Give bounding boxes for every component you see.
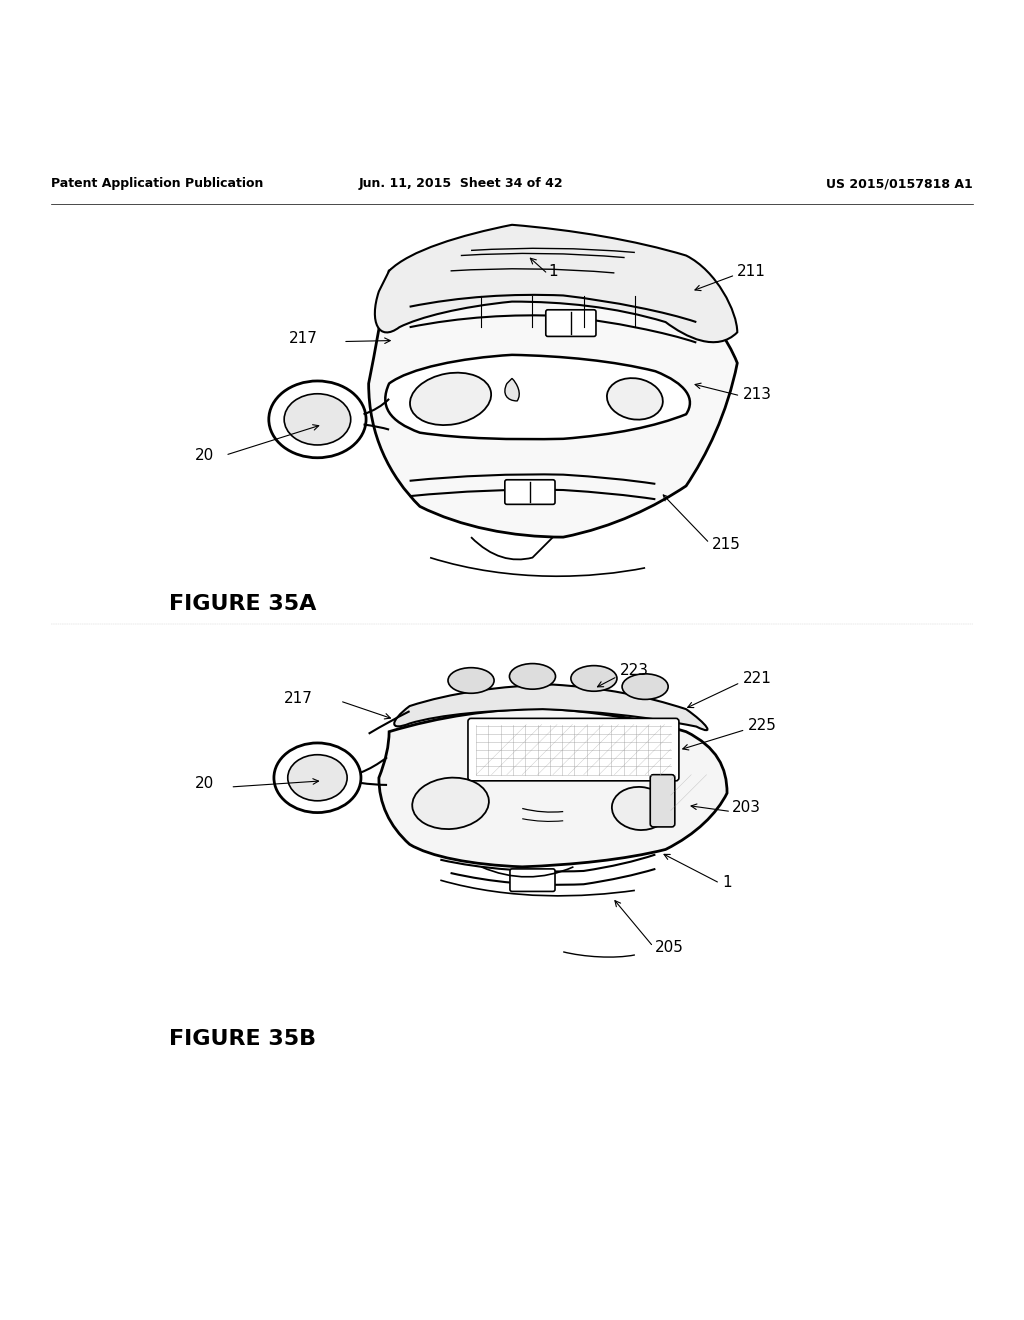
Ellipse shape [571, 665, 616, 692]
PathPatch shape [505, 379, 519, 401]
Text: 211: 211 [737, 264, 766, 279]
Text: 213: 213 [742, 387, 771, 401]
PathPatch shape [375, 224, 737, 342]
PathPatch shape [385, 355, 690, 440]
Text: 1: 1 [548, 264, 558, 279]
Text: 223: 223 [620, 664, 648, 678]
Text: 20: 20 [195, 776, 214, 791]
Text: 20: 20 [195, 449, 214, 463]
Ellipse shape [413, 777, 488, 829]
PathPatch shape [369, 238, 737, 537]
FancyBboxPatch shape [468, 718, 679, 781]
Text: 205: 205 [655, 940, 684, 954]
Ellipse shape [274, 743, 360, 813]
Ellipse shape [612, 787, 668, 830]
Ellipse shape [410, 372, 492, 425]
Text: Jun. 11, 2015  Sheet 34 of 42: Jun. 11, 2015 Sheet 34 of 42 [358, 177, 563, 190]
Text: 203: 203 [732, 800, 761, 814]
Text: FIGURE 35B: FIGURE 35B [169, 1028, 316, 1049]
Text: 221: 221 [742, 671, 771, 685]
Text: 1: 1 [722, 875, 731, 890]
Ellipse shape [510, 664, 555, 689]
Text: 215: 215 [712, 537, 740, 552]
Ellipse shape [449, 668, 495, 693]
FancyBboxPatch shape [505, 479, 555, 504]
FancyBboxPatch shape [510, 869, 555, 891]
FancyBboxPatch shape [650, 775, 675, 826]
Ellipse shape [607, 378, 663, 420]
Ellipse shape [623, 673, 668, 700]
Ellipse shape [284, 393, 350, 445]
Text: 217: 217 [284, 690, 312, 706]
Text: 225: 225 [748, 718, 776, 733]
Text: US 2015/0157818 A1: US 2015/0157818 A1 [826, 177, 973, 190]
Text: 217: 217 [289, 330, 317, 346]
PathPatch shape [394, 685, 708, 730]
Ellipse shape [288, 755, 347, 801]
FancyBboxPatch shape [546, 310, 596, 337]
Text: Patent Application Publication: Patent Application Publication [51, 177, 263, 190]
PathPatch shape [379, 708, 727, 867]
Text: FIGURE 35A: FIGURE 35A [169, 594, 316, 614]
Ellipse shape [268, 381, 367, 458]
